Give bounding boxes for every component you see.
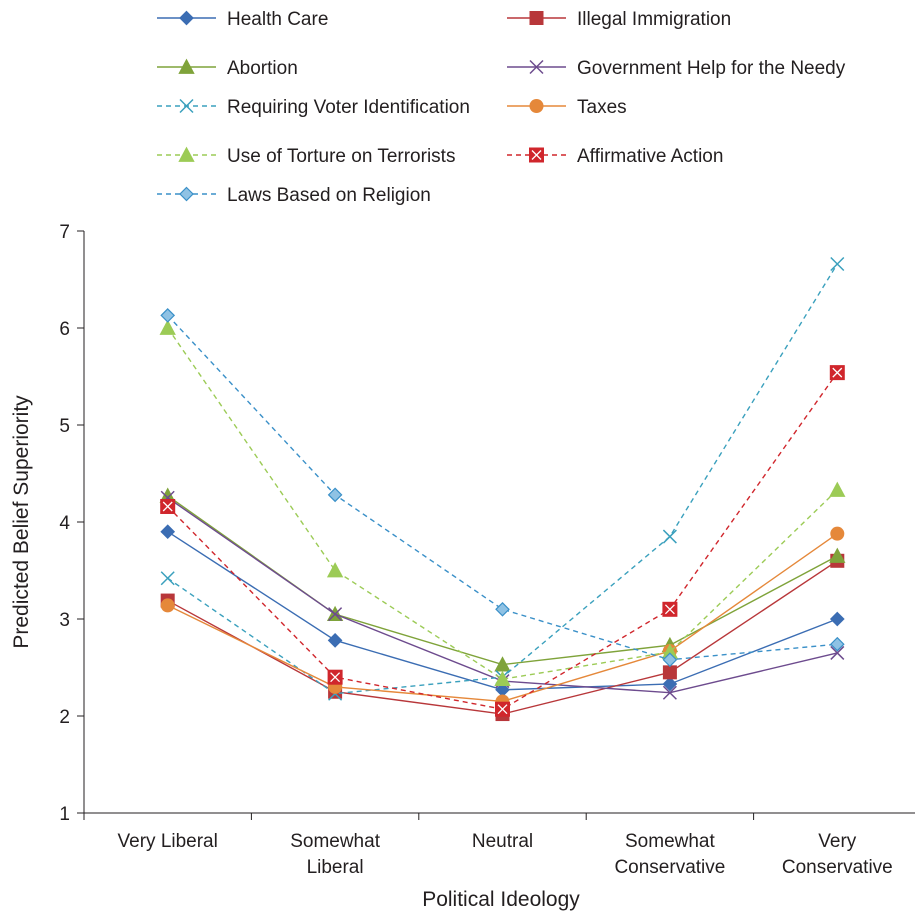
y-tick-label: 6	[59, 319, 70, 340]
data-point	[830, 526, 845, 541]
y-axis-title: Predicted Belief Superiority	[10, 395, 33, 649]
legend-label: Use of Torture on Terrorists	[227, 146, 455, 167]
data-point	[830, 256, 845, 272]
data-point	[160, 598, 175, 613]
legend-item-use-of-torture-on-terrorists: Use of Torture on Terrorists	[157, 146, 455, 167]
legend-marker	[529, 11, 544, 25]
series-laws-based-on-religion	[160, 308, 845, 668]
y-ticks: 1 2 3 4 5 6 7	[59, 222, 84, 825]
y-tick-label: 3	[59, 610, 70, 631]
data-point	[829, 365, 845, 381]
data-point	[829, 481, 846, 497]
legend-item-taxes: Taxes	[507, 97, 627, 118]
legend-marker	[178, 58, 195, 74]
y-tick-label: 7	[59, 222, 70, 243]
series-affirmative-action	[160, 365, 845, 717]
legend-item-abortion: Abortion	[157, 58, 298, 79]
series-line	[167, 327, 838, 680]
data-point	[160, 571, 175, 586]
legend-label: Affirmative Action	[577, 146, 723, 167]
data-point	[326, 562, 344, 578]
legend: Health Care Illegal Immigration Abortion Go…	[157, 9, 846, 206]
data-point	[160, 308, 176, 323]
data-point	[662, 529, 677, 544]
y-tick-label: 1	[59, 804, 70, 825]
legend-marker	[529, 147, 544, 163]
data-point	[327, 632, 343, 648]
x-tick-label: Neutral	[472, 831, 533, 852]
data-point	[662, 601, 678, 617]
legend-marker	[178, 146, 195, 162]
x-tick-label: Very Liberal	[118, 831, 218, 852]
data-point	[495, 601, 510, 617]
data-point	[159, 319, 176, 335]
legend-marker	[529, 59, 544, 75]
legend-label: Taxes	[577, 97, 627, 118]
legend-item-laws-based-on-religion: Laws Based on Religion	[157, 185, 431, 206]
data-point	[327, 487, 343, 503]
series-line	[167, 263, 838, 695]
data-point	[662, 652, 678, 668]
legend-label: Laws Based on Religion	[227, 185, 431, 206]
x-tick-label: Somewhat Liberal	[290, 831, 380, 878]
data-point	[160, 498, 176, 514]
data-point	[160, 524, 176, 540]
legend-label: Illegal Immigration	[577, 9, 731, 30]
legend-marker	[529, 99, 544, 113]
data-point	[494, 670, 511, 687]
legend-label: Government Help for the Needy	[577, 58, 846, 79]
plot-area: 1 2 3 4 5 6 7 Very Liberal Somewhat Liberal Neutr…	[59, 222, 915, 878]
x-tick-label: Somewhat Conservative	[614, 831, 725, 878]
data-point	[662, 685, 677, 700]
x-axis-title: Political Ideology	[422, 888, 580, 911]
legend-marker	[179, 186, 194, 202]
series-abortion	[159, 487, 846, 672]
data-point	[829, 636, 845, 652]
legend-label: Requiring Voter Identification	[227, 97, 470, 118]
legend-marker	[179, 98, 194, 114]
y-tick-label: 2	[59, 707, 70, 728]
x-ticks: Very Liberal Somewhat Liberal Neutral Somewh…	[83, 813, 893, 878]
legend-item-government-help-for-the-needy: Government Help for the Needy	[507, 58, 846, 79]
series-line	[167, 314, 838, 661]
series-line	[167, 495, 838, 666]
legend-label: Abortion	[227, 58, 298, 79]
data-point	[829, 547, 846, 563]
series-requiring-voter-identification	[160, 256, 845, 701]
y-tick-label: 4	[59, 513, 70, 534]
data-point	[328, 607, 343, 622]
legend-item-requiring-voter-identification: Requiring Voter Identification	[157, 97, 470, 118]
legend-item-affirmative-action: Affirmative Action	[507, 146, 723, 167]
data-point	[830, 645, 845, 660]
data-point	[662, 665, 677, 680]
data-point	[495, 701, 510, 717]
legend-label: Health Care	[227, 9, 328, 30]
data-point	[829, 611, 845, 627]
series-use-of-torture-on-terrorists	[159, 319, 846, 687]
data-point	[662, 676, 678, 692]
series-group	[159, 256, 846, 722]
legend-item-health-care: Health Care	[157, 9, 328, 30]
legend-marker	[179, 10, 194, 26]
x-tick-label: Very Conservative	[782, 831, 893, 878]
data-point	[327, 669, 343, 685]
y-tick-label: 5	[59, 416, 70, 437]
series-health-care	[160, 524, 845, 698]
legend-item-illegal-immigration: Illegal Immigration	[507, 9, 731, 30]
